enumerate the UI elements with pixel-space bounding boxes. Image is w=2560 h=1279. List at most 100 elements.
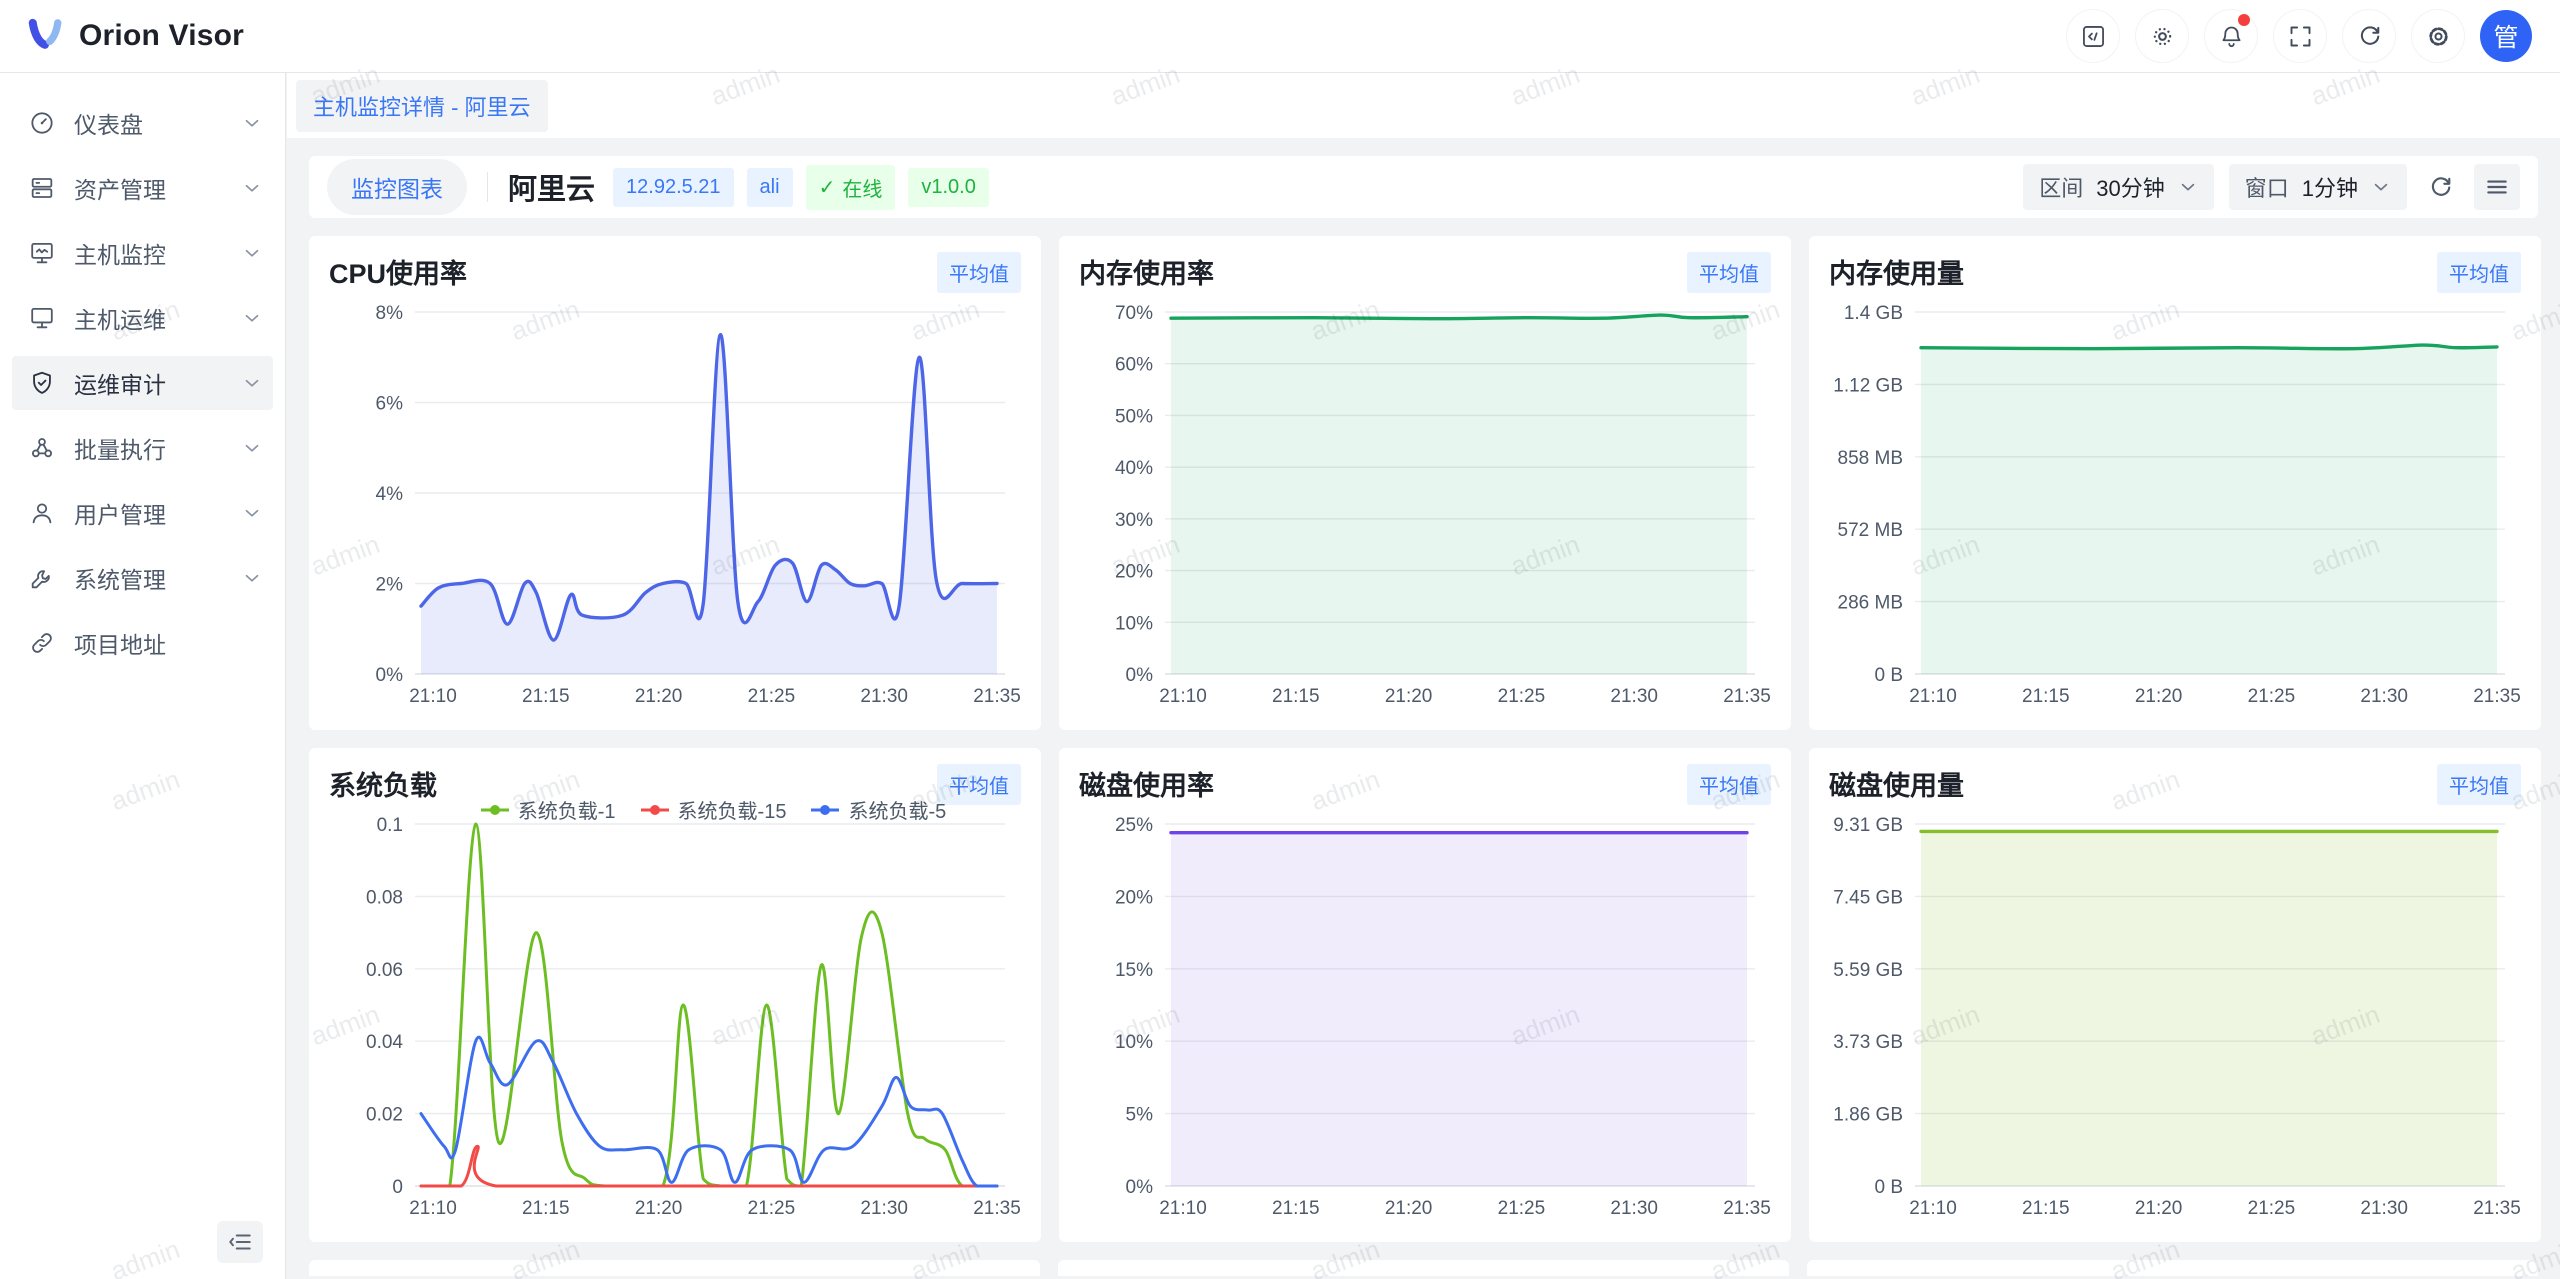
chart-card: 磁盘使用率 平均值 25% 20% 15% 10% 5% 0% 21:10 21:15 21:20 2… (1059, 748, 1791, 1242)
y-axis-tick-label: 0 B (1874, 1177, 1903, 1198)
average-badge[interactable]: 平均值 (937, 252, 1021, 293)
refresh-charts-button[interactable] (2422, 174, 2459, 201)
sidebar-item-link[interactable]: 项目地址 (12, 616, 273, 670)
sidebar-item-label: 主机监控 (74, 242, 166, 268)
chart-layout-button[interactable] (2474, 164, 2520, 210)
chart-plot[interactable]: 8% 6% 4% 2% 0%21:10 21:15 21:20 21:25 21:30 21:35 (329, 296, 1021, 710)
refresh-page-button[interactable] (2342, 9, 2396, 63)
notifications-button[interactable] (2204, 9, 2258, 63)
y-axis-tick-label: 20% (1115, 562, 1153, 583)
refresh-icon (2431, 176, 2451, 196)
x-axis-tick-label: 21:30 (2360, 1198, 2408, 1219)
window-value: 1分钟 (2301, 176, 2358, 201)
average-badge[interactable]: 平均值 (1687, 764, 1771, 805)
x-axis-tick-label: 21:35 (2473, 1198, 2521, 1219)
chart-title: 磁盘使用率 (1079, 771, 1214, 801)
legend-marker-icon (480, 804, 509, 815)
x-axis-tick-label: 21:30 (860, 1198, 908, 1219)
sidebar-item-dashboard[interactable]: 仪表盘 (12, 96, 273, 150)
topbar: Orion Visor (0, 0, 2560, 73)
chevron-down-icon (241, 112, 263, 134)
average-badge[interactable]: 平均值 (2437, 764, 2521, 805)
legend-item[interactable]: 系统负载-5 (810, 795, 946, 824)
sidebar-item-batch[interactable]: 批量执行 (12, 421, 273, 475)
y-axis-tick-label: 572 MB (1838, 520, 1903, 541)
host-tag-text: ali (759, 175, 780, 198)
code-button[interactable] (2066, 9, 2120, 63)
breadcrumb[interactable]: 主机监控详情 - 阿里云 (296, 79, 548, 132)
x-axis-tick-label: 21:10 (1909, 686, 1957, 707)
interval-select[interactable]: 区间 30分钟 (2023, 164, 2214, 210)
chart-plot[interactable]: 70% 60% 50% 40% 30% 20% 10% 0%21:10 21:15 21:20 21… (1079, 296, 1771, 710)
chart-plot[interactable]: 25% 20% 15% 10% 5% 0%21:10 21:15 21:20 21:25 21:3… (1079, 808, 1771, 1222)
x-axis-tick-label: 21:15 (1272, 686, 1320, 707)
menu-icon (2487, 180, 2507, 194)
fullscreen-icon (2290, 26, 2310, 46)
chart-title: 系统负载 (329, 771, 437, 801)
y-axis-tick-label: 1.4 GB (1844, 303, 1903, 324)
y-axis-tick-label: 2% (376, 575, 404, 596)
average-badge[interactable]: 平均值 (1687, 252, 1771, 293)
y-axis-tick-label: 1.86 GB (1833, 1105, 1903, 1126)
avatar-text: 管 (2493, 24, 2519, 52)
collapse-sidebar-button[interactable] (217, 1221, 263, 1263)
x-axis-tick-label: 21:25 (2248, 1198, 2296, 1219)
chevron-down-icon (241, 372, 263, 394)
sidebar-item-users[interactable]: 用户管理 (12, 486, 273, 540)
y-axis-tick-label: 20% (1115, 887, 1153, 908)
chevron-down-icon (241, 437, 263, 459)
chart-card-partial (309, 1260, 1040, 1276)
y-axis-tick-label: 10% (1115, 1032, 1153, 1053)
host-monitor-icon (28, 239, 56, 267)
sidebar-item-label: 项目地址 (74, 632, 166, 658)
y-axis-tick-label: 3.73 GB (1833, 1032, 1903, 1053)
link-icon (28, 629, 56, 657)
chart-card: 内存使用率 平均值 70% 60% 50% 40% 30% 20% 10% 0% 21:10 21:1… (1059, 236, 1791, 730)
chart-card: 内存使用量 平均值 1.4 GB 1.12 GB 858 MB 572 MB 286 MB 0… (1809, 236, 2541, 730)
host-tags: 12.92.5.21 ali ✓ 在线 v1.0.0 (613, 164, 989, 210)
chart-plot[interactable]: 1.4 GB 1.12 GB 858 MB 572 MB 286 MB 0 B 21:10 2… (1829, 296, 2521, 710)
legend-label: 系统负载-15 (677, 801, 787, 823)
sidebar-item-host-monitor[interactable]: 主机监控 (12, 226, 273, 280)
fullscreen-button[interactable] (2273, 9, 2327, 63)
chart-plot[interactable]: 9.31 GB 7.45 GB 5.59 GB 3.73 GB 1.86 GB 0 B 21… (1829, 808, 2521, 1222)
settings-button[interactable] (2411, 9, 2465, 63)
sidebar-item-audit[interactable]: 运维审计 (12, 356, 273, 410)
breadcrumb-bar: 主机监控详情 - 阿里云 (287, 73, 2560, 138)
sidebar-item-label: 仪表盘 (74, 112, 143, 138)
gear-icon (2428, 26, 2448, 46)
average-badge[interactable]: 平均值 (937, 764, 1021, 805)
theme-toggle-button[interactable] (2135, 9, 2189, 63)
chart-plot[interactable]: 0.1 0.08 0.06 0.04 0.02 0 21:10 21:15 21:20 21:25… (329, 808, 1021, 1222)
y-axis-tick-label: 286 MB (1838, 593, 1903, 614)
sidebar-item-system[interactable]: 系统管理 (12, 551, 273, 605)
x-axis-tick-label: 21:30 (1610, 1198, 1658, 1219)
y-axis-tick-label: 5% (1126, 1105, 1154, 1126)
sidebar-item-label: 批量执行 (74, 437, 166, 463)
host-tag: ali (746, 167, 793, 207)
x-axis-tick-label: 21:30 (2360, 686, 2408, 707)
chevron-down-icon (241, 567, 263, 589)
average-badge[interactable]: 平均值 (2437, 252, 2521, 293)
y-axis-tick-label: 0.06 (366, 960, 403, 981)
host-tag: 12.92.5.21 (613, 167, 734, 207)
app-logo[interactable]: Orion Visor (0, 15, 244, 57)
monitor-chart-tab[interactable]: 监控图表 (327, 159, 467, 215)
assets-icon (28, 174, 56, 202)
legend-marker-icon (640, 804, 669, 815)
legend-item[interactable]: 系统负载-15 (640, 795, 787, 824)
x-axis-tick-label: 21:30 (1610, 686, 1658, 707)
legend-item[interactable]: 系统负载-1 (480, 795, 616, 824)
chevron-down-icon (241, 177, 263, 199)
window-select[interactable]: 窗口 1分钟 (2228, 164, 2407, 210)
avatar[interactable]: 管 (2480, 10, 2532, 62)
sidebar-item-host-ops[interactable]: 主机运维 (12, 291, 273, 345)
sidebar-item-assets[interactable]: 资产管理 (12, 161, 273, 215)
chart-legend: 系统负载-1 系统负载-15 系统负载-5 (395, 795, 1031, 824)
interval-value: 30分钟 (2096, 176, 2165, 201)
x-axis-tick-label: 21:20 (635, 1198, 683, 1219)
y-axis-tick-label: 0% (1126, 1177, 1154, 1198)
host-name: 阿里云 (508, 174, 596, 206)
x-axis-tick-label: 21:35 (1723, 1198, 1771, 1219)
host-tag-text: 12.92.5.21 (626, 175, 721, 198)
